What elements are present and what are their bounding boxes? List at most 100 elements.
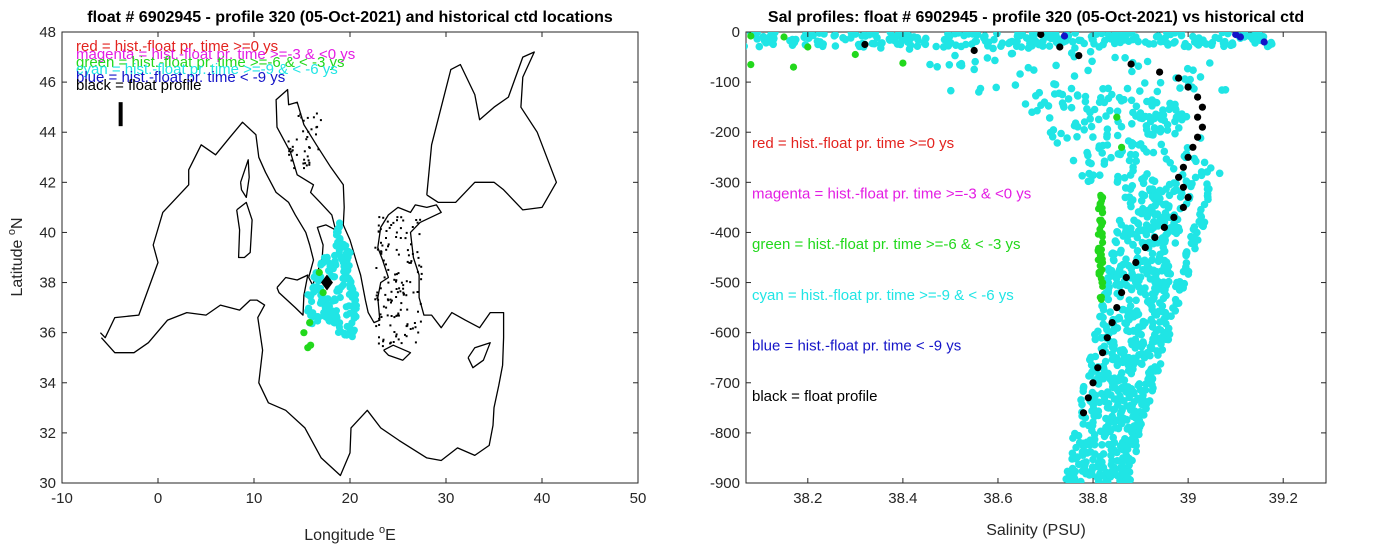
hist-profile-point-cyan bbox=[1159, 278, 1168, 287]
hist-profile-point-cyan bbox=[1104, 399, 1113, 408]
hist-profile-point-cyan bbox=[1107, 451, 1115, 460]
hist-profile-point-cyan bbox=[1142, 125, 1151, 134]
island-speck bbox=[387, 268, 390, 271]
hist-profile-point-cyan bbox=[1070, 474, 1079, 483]
island-speck bbox=[382, 338, 385, 341]
hist-profile-point-cyan bbox=[1132, 447, 1140, 456]
hist-point-cyan bbox=[343, 322, 351, 331]
profile-xtick-label: 39.2 bbox=[1269, 490, 1298, 507]
hist-profile-point-cyan bbox=[1172, 106, 1180, 114]
hist-profile-point-cyan bbox=[1126, 171, 1135, 179]
hist-profile-point-cyan bbox=[1080, 448, 1088, 457]
island-speck bbox=[414, 341, 417, 344]
hist-profile-point-cyan bbox=[788, 41, 797, 49]
hist-profile-point-cyan bbox=[1086, 47, 1095, 56]
hist-profile-point-cyan bbox=[1086, 356, 1094, 364]
hist-profile-point-cyan bbox=[1132, 357, 1141, 366]
profile-point-black bbox=[1118, 289, 1126, 297]
hist-profile-point-cyan bbox=[1100, 98, 1109, 107]
hist-profile-point-cyan bbox=[1130, 398, 1139, 406]
hist-point-cyan bbox=[317, 298, 326, 306]
hist-profile-point-cyan bbox=[1224, 32, 1232, 38]
island-speck bbox=[316, 125, 319, 128]
hist-profile-point-cyan bbox=[1062, 475, 1070, 483]
hist-profile-point-cyan bbox=[926, 60, 934, 69]
hist-profile-point-cyan bbox=[865, 32, 874, 39]
hist-profile-point-cyan bbox=[770, 34, 778, 42]
hist-profile-point-cyan bbox=[1126, 356, 1134, 365]
map-ytick-label: 38 bbox=[39, 275, 56, 292]
hist-profile-point-cyan bbox=[1125, 296, 1134, 304]
hist-profile-point-cyan bbox=[1177, 32, 1186, 40]
hist-profile-point-cyan bbox=[1180, 42, 1189, 51]
hist-profile-point-cyan bbox=[1050, 80, 1058, 88]
hist-profile-point-cyan bbox=[1143, 348, 1152, 357]
profile-point-black bbox=[1198, 103, 1206, 111]
hist-profile-point-cyan bbox=[1084, 66, 1092, 75]
island-speck bbox=[402, 284, 405, 287]
island-speck bbox=[413, 322, 416, 324]
island-speck bbox=[375, 325, 378, 328]
hist-profile-point-cyan bbox=[1064, 95, 1073, 103]
hist-profile-point-cyan bbox=[1148, 302, 1156, 311]
hist-profile-point-cyan bbox=[1169, 165, 1178, 173]
island-speck bbox=[399, 227, 402, 230]
hist-profile-point-cyan bbox=[1088, 57, 1096, 66]
profile-point-black bbox=[1184, 83, 1192, 91]
hist-profile-point-cyan bbox=[1137, 330, 1145, 339]
hist-profile-point-cyan bbox=[1070, 72, 1079, 80]
hist-profile-point-cyan bbox=[1172, 186, 1181, 194]
island-speck bbox=[381, 244, 384, 247]
island-speck bbox=[397, 312, 400, 315]
profile-title: Sal profiles: float # 6902945 - profile … bbox=[768, 9, 1304, 26]
hist-profile-point-cyan bbox=[1152, 110, 1160, 119]
island-speck bbox=[379, 313, 382, 316]
hist-profile-point-cyan bbox=[1016, 70, 1024, 78]
hist-profile-point-cyan bbox=[813, 37, 822, 46]
profile-legend-item-black: black = float profile bbox=[752, 388, 878, 405]
profile-point-black bbox=[1175, 173, 1183, 181]
hist-profile-point-cyan bbox=[981, 32, 989, 40]
island-speck bbox=[307, 130, 310, 133]
hist-profile-point-cyan bbox=[1132, 296, 1140, 305]
hist-profile-point-cyan bbox=[1113, 107, 1122, 116]
hist-profile-point-cyan bbox=[1139, 338, 1147, 346]
island-speck bbox=[406, 308, 409, 311]
hist-profile-point-cyan bbox=[1028, 108, 1036, 116]
hist-point-cyan bbox=[307, 311, 315, 320]
hist-profile-point-cyan bbox=[1148, 185, 1157, 193]
hist-profile-point-cyan bbox=[1086, 370, 1095, 379]
hist-profile-point-cyan bbox=[1148, 96, 1156, 104]
hist-profile-point-cyan bbox=[1045, 42, 1054, 50]
hist-profile-point-cyan bbox=[1127, 96, 1136, 105]
island-speck bbox=[410, 243, 412, 246]
map-ytick-label: 36 bbox=[39, 325, 56, 342]
island-speck bbox=[291, 145, 294, 148]
hist-profile-point-cyan bbox=[1107, 153, 1115, 162]
profile-ytick-label: -600 bbox=[710, 325, 740, 342]
hist-profile-point-cyan bbox=[1127, 202, 1135, 211]
island-speck bbox=[402, 287, 405, 290]
island-speck bbox=[411, 327, 414, 330]
island-speck bbox=[397, 314, 400, 317]
island-speck bbox=[409, 281, 412, 284]
hist-profile-point-cyan bbox=[1047, 34, 1055, 43]
island-speck bbox=[305, 164, 308, 167]
hist-profile-point-cyan bbox=[1187, 239, 1196, 248]
hist-point-cyan bbox=[331, 257, 339, 265]
hist-profile-point-cyan bbox=[1134, 208, 1143, 216]
hist-profile-point-cyan bbox=[951, 51, 959, 60]
profile-point-black bbox=[1198, 123, 1206, 131]
hist-profile-point-cyan bbox=[1153, 87, 1162, 96]
hist-profile-point-cyan bbox=[1116, 282, 1124, 290]
hist-point-cyan bbox=[336, 293, 344, 302]
hist-profile-point-cyan bbox=[746, 42, 748, 50]
hist-profile-point-green bbox=[1096, 200, 1104, 208]
hist-point-green bbox=[319, 289, 327, 297]
hist-profile-point-cyan bbox=[1070, 121, 1079, 130]
hist-profile-point-cyan bbox=[1121, 193, 1130, 202]
island-speck bbox=[375, 267, 378, 269]
hist-profile-point-cyan bbox=[1121, 435, 1129, 443]
